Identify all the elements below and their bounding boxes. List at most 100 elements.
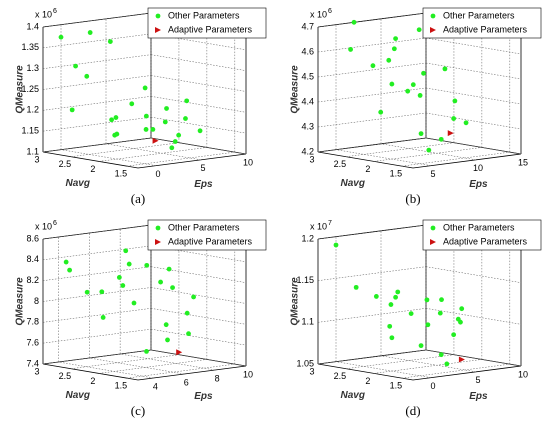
x-tick-label: 10 [518, 369, 528, 379]
axis-edge [317, 151, 414, 169]
point [183, 116, 188, 121]
grid-line [89, 357, 185, 375]
point [186, 331, 191, 337]
point [458, 356, 465, 363]
point [131, 300, 137, 306]
point [184, 98, 190, 104]
z-tick-label: 7.8 [26, 317, 39, 327]
y-tick-label: 2 [90, 376, 95, 386]
z-tick-label: 1.3 [26, 63, 39, 73]
grid-line [105, 143, 202, 161]
point [442, 66, 448, 72]
grid-line [317, 137, 427, 153]
grid-line [70, 142, 179, 157]
grid-line [42, 287, 152, 302]
point [395, 289, 401, 295]
y-tick-label: 2 [365, 164, 370, 174]
z-tick-label: 1.35 [21, 42, 39, 52]
point [388, 302, 394, 307]
y-tick-label: 1.5 [390, 168, 403, 178]
caption: (a) [131, 191, 145, 206]
point [165, 337, 170, 343]
z-tick-label: 1.4 [26, 21, 39, 31]
point [418, 343, 424, 349]
point [373, 294, 379, 299]
point [408, 311, 414, 316]
x-tick-label: 10 [473, 163, 483, 173]
point [386, 57, 392, 63]
y-tick-label: 2 [90, 164, 95, 174]
grid-line [317, 37, 427, 53]
point [142, 85, 148, 91]
grid-line [98, 147, 207, 162]
axis-edge [412, 365, 522, 381]
grid-line [42, 266, 152, 281]
point [116, 275, 122, 280]
legend [147, 219, 267, 251]
z-scale-exponent: 6 [53, 220, 57, 227]
grid-line [317, 308, 427, 323]
z-tick-label: 8 [34, 296, 39, 306]
y-tick-label: 1.5 [390, 380, 403, 390]
grid-line [150, 137, 247, 155]
point [444, 361, 450, 367]
grid-line [150, 54, 247, 71]
point [348, 47, 353, 52]
y-tick-label: 3 [309, 366, 314, 376]
x-axis-label: Eps [469, 179, 488, 190]
panel: 5 10 15 1.5 2 2.5 34.2 4.3 4.4 4.5 4.6 4.7 Eps Navg QM… [290, 7, 542, 206]
grid-line [317, 349, 427, 365]
grid-line [70, 354, 179, 369]
point [163, 322, 169, 328]
point [438, 352, 444, 358]
x-tick-label: 5 [200, 163, 205, 173]
point [63, 259, 69, 265]
point [152, 137, 159, 144]
z-tick-label: 4.5 [301, 71, 314, 81]
grid-line [373, 359, 482, 374]
z-scale: x 10 [35, 9, 52, 19]
point [172, 139, 178, 144]
grid-line [42, 116, 152, 132]
point [100, 315, 106, 320]
z-scale: x 10 [310, 221, 327, 231]
grid-line [425, 112, 522, 130]
grid-line [317, 12, 427, 28]
y-tick-label: 1.5 [115, 168, 128, 178]
z-tick-label: 4.2 [301, 146, 314, 156]
grid-line [150, 116, 247, 134]
point [451, 332, 457, 338]
legend-label: Adaptive Parameters [443, 24, 528, 34]
x-axis-label: Eps [194, 391, 213, 402]
point [143, 113, 149, 119]
legend-marker [430, 225, 436, 231]
point [333, 242, 339, 248]
grid-line [425, 62, 522, 80]
grid-line [42, 33, 152, 49]
point [143, 127, 149, 132]
point [184, 310, 190, 316]
z-tick-label: 1.15 [296, 275, 314, 285]
point [109, 117, 114, 123]
caption: (d) [405, 403, 420, 418]
point [410, 82, 416, 88]
point [387, 323, 393, 329]
panel: 4 6 8 10 1.5 2 2.5 37.4 7.6 7.8 8 8.2 8.4 8.6 Eps Navg Q… [15, 219, 267, 418]
x-tick-label: 8 [215, 373, 220, 383]
point [107, 39, 113, 44]
caption: (c) [131, 403, 145, 418]
point [84, 289, 90, 295]
grid-line [42, 96, 152, 111]
point [426, 147, 432, 153]
legend-label: Other Parameters [168, 10, 240, 20]
legend-marker [430, 239, 436, 245]
point [129, 101, 135, 107]
point [158, 279, 163, 285]
grid-line [42, 54, 152, 69]
legend [422, 219, 542, 251]
grid-line [335, 361, 432, 378]
y-tick-label: 1.5 [115, 380, 128, 390]
z-tick-label: 1.2 [301, 233, 314, 243]
legend-marker [430, 27, 436, 33]
